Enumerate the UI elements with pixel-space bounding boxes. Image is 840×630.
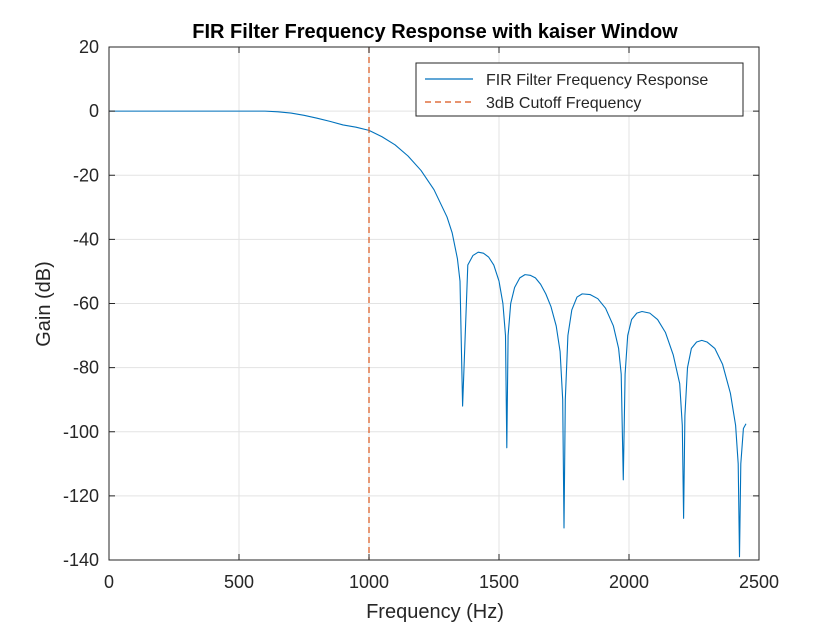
y-tick-label: 20 — [79, 37, 99, 57]
legend-box — [415, 62, 744, 117]
x-tick-label: 0 — [104, 572, 114, 592]
y-tick-label: -20 — [73, 165, 99, 185]
x-tick-label: 2000 — [609, 572, 649, 592]
y-tick-label: -100 — [63, 422, 99, 442]
x-tick-label: 2500 — [739, 572, 779, 592]
x-tick-label: 1000 — [349, 572, 389, 592]
legend: FIR Filter Frequency Response 3dB Cutoff… — [415, 62, 744, 117]
y-tick-label: -80 — [73, 358, 99, 378]
y-tick-label: 0 — [89, 101, 99, 121]
legend-entry-response: FIR Filter Frequency Response — [486, 72, 708, 89]
tick-marks — [108, 46, 760, 561]
x-tick-labels: 0 500 1000 1500 2000 2500 — [104, 572, 779, 592]
y-axis-label: Gain (dB) — [33, 261, 55, 347]
x-tick-label: 1500 — [479, 572, 519, 592]
y-tick-label: -140 — [63, 550, 99, 570]
series-response-line — [109, 110, 747, 558]
legend-entry-cutoff: 3dB Cutoff Frequency — [486, 95, 641, 112]
y-tick-labels: 20 0 -20 -40 -60 -80 -100 -120 -140 — [63, 37, 99, 570]
x-axis-label: Frequency (Hz) — [366, 601, 504, 623]
y-tick-label: -60 — [73, 294, 99, 314]
series-layer — [109, 47, 747, 560]
chart-title: FIR Filter Frequency Response with kaise… — [192, 21, 678, 43]
y-tick-label: -120 — [63, 486, 99, 506]
y-tick-label: -40 — [73, 229, 99, 249]
x-tick-label: 500 — [224, 572, 254, 592]
